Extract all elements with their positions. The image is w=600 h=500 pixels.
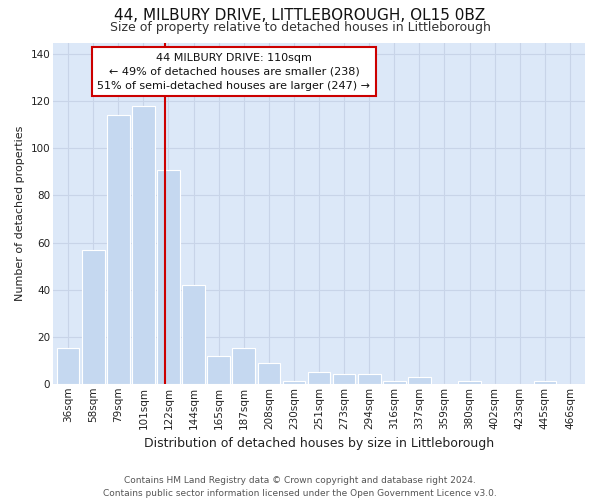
Text: 44, MILBURY DRIVE, LITTLEBOROUGH, OL15 0BZ: 44, MILBURY DRIVE, LITTLEBOROUGH, OL15 0… <box>115 8 485 22</box>
Bar <box>57 348 79 384</box>
Bar <box>232 348 255 384</box>
Bar <box>333 374 355 384</box>
Bar <box>358 374 380 384</box>
Text: 44 MILBURY DRIVE: 110sqm
← 49% of detached houses are smaller (238)
51% of semi-: 44 MILBURY DRIVE: 110sqm ← 49% of detach… <box>97 52 370 90</box>
Bar <box>132 106 155 384</box>
Bar <box>107 116 130 384</box>
Y-axis label: Number of detached properties: Number of detached properties <box>15 126 25 301</box>
Bar <box>182 285 205 384</box>
Bar <box>458 382 481 384</box>
Bar <box>82 250 104 384</box>
Bar <box>208 356 230 384</box>
Bar <box>383 382 406 384</box>
X-axis label: Distribution of detached houses by size in Littleborough: Distribution of detached houses by size … <box>144 437 494 450</box>
Bar <box>408 376 431 384</box>
Bar <box>308 372 331 384</box>
Bar <box>533 382 556 384</box>
Text: Size of property relative to detached houses in Littleborough: Size of property relative to detached ho… <box>110 21 490 34</box>
Bar <box>257 362 280 384</box>
Text: Contains HM Land Registry data © Crown copyright and database right 2024.
Contai: Contains HM Land Registry data © Crown c… <box>103 476 497 498</box>
Bar <box>283 382 305 384</box>
Bar <box>157 170 180 384</box>
